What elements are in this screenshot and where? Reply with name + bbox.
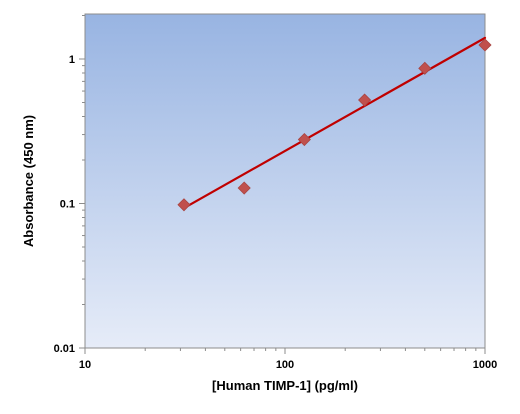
x-tick-label: 10 <box>79 359 91 371</box>
series-layer <box>177 36 492 212</box>
y-axis: 0.01 0.1 1 <box>54 15 85 355</box>
data-point-marker <box>177 198 191 212</box>
y-tick-label: 0.01 <box>54 343 75 355</box>
data-point-marker <box>418 61 432 75</box>
y-tick-label: 0.1 <box>60 199 75 211</box>
y-axis-title: Absorbance (450 nm) <box>21 115 36 247</box>
data-point-marker <box>237 181 251 195</box>
data-point-marker <box>358 93 372 107</box>
x-axis-title: [Human TIMP-1] (pg/ml) <box>212 378 358 393</box>
data-point-marker <box>478 38 492 52</box>
y-tick-label: 1 <box>69 54 75 66</box>
x-tick-label: 100 <box>276 359 294 371</box>
x-axis: 10 100 1000 <box>79 348 497 371</box>
x-tick-label: 1000 <box>473 359 497 371</box>
plot-area <box>84 13 486 349</box>
data-point-marker <box>297 132 311 147</box>
fit-line <box>182 36 487 210</box>
